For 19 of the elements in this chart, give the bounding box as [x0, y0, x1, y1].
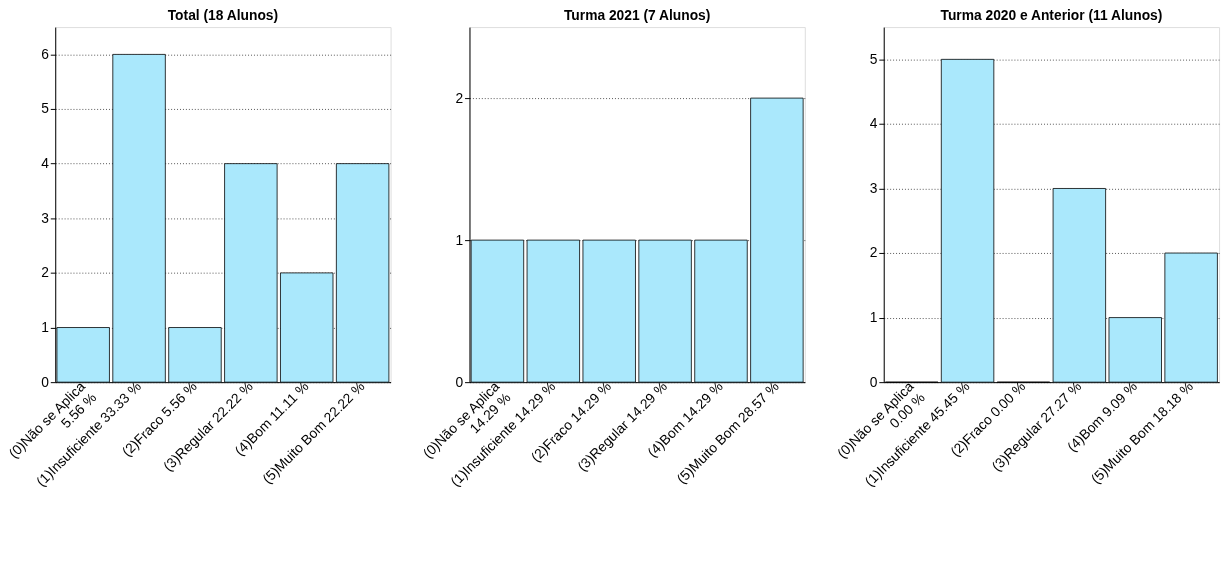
y-tick-label: 4 — [41, 156, 50, 172]
y-tick-label: 1 — [455, 232, 464, 248]
y-tick-label: 2 — [869, 245, 878, 261]
y-tick-label: 3 — [869, 180, 878, 196]
y-tick-label: 2 — [455, 90, 464, 106]
y-tick-label: 5 — [41, 101, 50, 117]
y-tick-label: 5 — [869, 51, 878, 67]
y-tick-label: 3 — [41, 210, 50, 226]
chart-title: Total (18 Alunos) — [167, 8, 279, 24]
y-tick-label: 1 — [869, 310, 878, 326]
y-tick-label: 4 — [869, 116, 878, 132]
y-tick-label: 0 — [455, 374, 464, 390]
y-tick-label: 6 — [41, 46, 50, 62]
chart-title: Turma 2020 e Anterior (11 Alunos) — [940, 8, 1163, 24]
y-tick-label: 0 — [41, 374, 50, 390]
y-tick-label: 1 — [41, 319, 49, 335]
y-tick-label: 2 — [41, 265, 49, 281]
chart-title: Turma 2021 (7 Alunos) — [563, 8, 711, 24]
y-tick-label: 0 — [869, 374, 878, 390]
